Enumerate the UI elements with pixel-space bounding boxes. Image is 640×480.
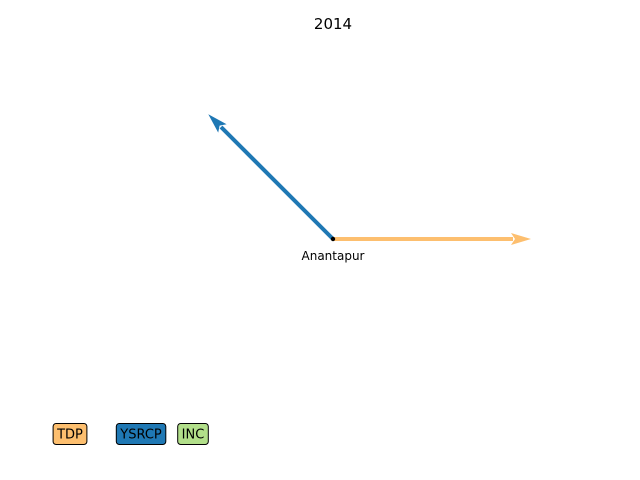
arrow-tdp [333,233,531,245]
arrow-head-tdp [511,233,531,245]
arrow-ysrcp [208,114,335,241]
legend-label-ysrcp: YSRCP [119,428,162,443]
legend: TDP YSRCP INC [52,423,209,445]
arrows-layer [208,114,531,245]
origin-marker [330,236,336,242]
legend-label-tdp: TDP [56,428,83,443]
origin-label: Anantapur [302,249,365,263]
chart-title: 2014 [314,15,352,33]
legend-swatch-tdp [52,423,88,445]
legend-label-inc: INC [182,428,205,443]
arrow-head-ysrcp [208,114,227,133]
legend-swatch-inc [177,423,209,445]
legend-item-ysrcp: YSRCP [115,423,167,445]
arrow-shaft-ysrcp [219,125,335,241]
legend-item-inc: INC [177,423,209,445]
legend-swatch-ysrcp [115,423,167,445]
legend-item-tdp: TDP [52,423,88,445]
